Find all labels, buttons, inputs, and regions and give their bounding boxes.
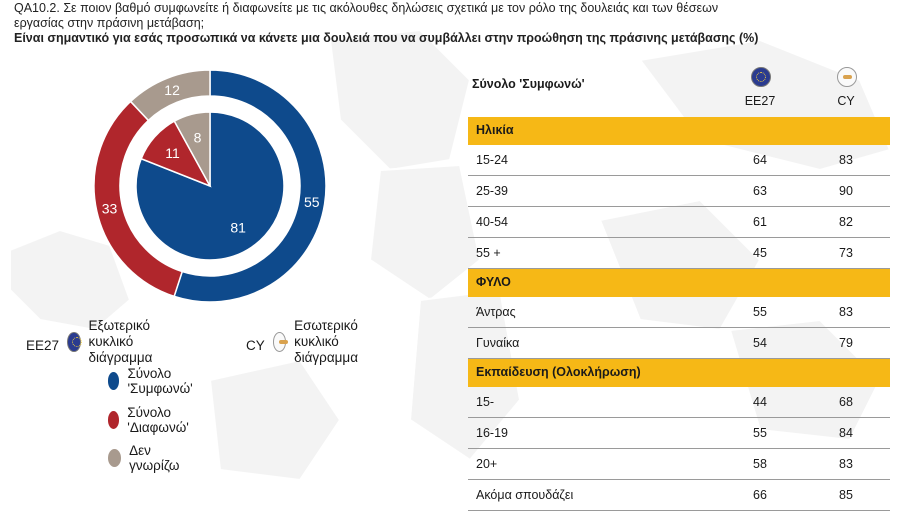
table-section-header: Ηλικία — [468, 117, 890, 145]
outer-slice-dk — [129, 69, 211, 122]
section-label: Ηλικία — [476, 123, 514, 137]
value-cy: 85 — [839, 488, 853, 502]
legend-outer: EE27 Εξωτερικό κυκλικό διάγραμμα — [26, 318, 159, 366]
table-row: 40-54 61 82 — [468, 207, 890, 238]
table-row: 15- 44 68 — [468, 387, 890, 418]
outer-slice-agree — [173, 69, 327, 303]
value-ee27: 44 — [753, 395, 767, 409]
inner-label-dk: 8 — [194, 130, 202, 146]
table-title: Σύνολο 'Συμφωνώ' — [472, 77, 585, 91]
background-map — [9, 28, 892, 482]
value-ee27: 55 — [753, 426, 767, 440]
value-cy: 79 — [839, 336, 853, 350]
question-text: QA10.2. Σε ποιον βαθμό συμφωνείτε ή διαφ… — [14, 1, 774, 46]
legend-outer-label-1: Εξωτερικό κυκλικό — [88, 318, 151, 349]
row-label: 15-24 — [476, 153, 508, 167]
row-label: Γυναίκα — [476, 336, 520, 350]
eu-flag-icon — [751, 67, 771, 87]
outer-label-agree: 55 — [304, 194, 320, 210]
table-section-header: ΦΥΛΟ — [468, 269, 890, 297]
row-label: 15- — [476, 395, 495, 409]
question-subtitle: Είναι σημαντικό για εσάς προσωπικά να κά… — [14, 31, 759, 45]
value-cy: 73 — [839, 246, 853, 260]
cyprus-flag-icon — [272, 332, 289, 352]
row-label: 40-54 — [476, 215, 508, 229]
legend-inner: CY Εσωτερικό κυκλικό διάγραμμα — [246, 318, 365, 366]
table-section-header: Εκπαίδευση (Ολοκλήρωση) — [468, 359, 890, 387]
table-row: 25-39 63 90 — [468, 176, 890, 207]
table-row: Ακόμα σπουδάζει 66 85 — [468, 480, 890, 511]
question-line-2: εργασίας στην πράσινη μετάβαση; — [14, 16, 205, 30]
value-cy: 83 — [839, 305, 853, 319]
table-row: 15-24 64 83 — [468, 145, 890, 176]
outer-label-dk: 12 — [164, 82, 180, 98]
legend-agree-label: Σύνολο 'Συμφωνώ' — [127, 366, 193, 396]
table-row: Άντρας 55 83 — [468, 297, 890, 328]
value-cy: 83 — [839, 153, 853, 167]
table-row: 55 + 45 73 — [468, 238, 890, 269]
row-label: 16-19 — [476, 426, 508, 440]
value-cy: 68 — [839, 395, 853, 409]
value-ee27: 64 — [753, 153, 767, 167]
row-label: 55 + — [476, 246, 501, 260]
value-ee27: 55 — [753, 305, 767, 319]
inner-label-agree: 81 — [230, 219, 246, 235]
table-row: 16-19 55 84 — [468, 418, 890, 449]
value-ee27: 45 — [753, 246, 767, 260]
table-row: 20+ 58 83 — [468, 449, 890, 480]
legend-outer-label-2: διάγραμμα — [88, 350, 153, 365]
legend-disagree: Σύνολο 'Διαφωνώ' — [108, 405, 196, 435]
legend-inner-label-1: Εσωτερικό κυκλικό — [294, 318, 358, 349]
inner-label-disagree: 11 — [165, 145, 180, 161]
value-cy: 82 — [839, 215, 853, 229]
row-label: Άντρας — [476, 305, 516, 319]
inner-slice-dk — [173, 111, 211, 187]
value-ee27: 54 — [753, 336, 767, 350]
row-label: Ακόμα σπουδάζει — [476, 488, 574, 502]
value-cy: 83 — [839, 457, 853, 471]
value-cy: 90 — [839, 184, 853, 198]
column-header-cy: CY — [837, 94, 855, 108]
row-label: 20+ — [476, 457, 498, 471]
outer-label-disagree: 33 — [102, 200, 118, 216]
column-header-ee27: EE27 — [744, 94, 776, 108]
legend-dk-label: Δεν γνωρίζω — [129, 443, 180, 473]
legend-inner-code: CY — [246, 337, 265, 353]
legend-agree: Σύνολο 'Συμφωνώ' — [108, 366, 199, 396]
value-ee27: 58 — [753, 457, 767, 471]
eu-flag-icon — [67, 332, 82, 352]
dk-swatch — [108, 449, 122, 467]
legend-disagree-label: Σύνολο 'Διαφωνώ' — [127, 405, 189, 435]
table-row: Γυναίκα 54 79 — [468, 328, 890, 359]
value-ee27: 61 — [753, 215, 767, 229]
legend-inner-label-2: διάγραμμα — [294, 350, 358, 365]
section-label: ΦΥΛΟ — [476, 275, 511, 289]
nested-donut-chart: 55 33 12 81 11 8 — [93, 69, 327, 303]
row-label: 25-39 — [476, 184, 508, 198]
legend-dk: Δεν γνωρίζω — [108, 443, 184, 473]
inner-slice-agree — [135, 111, 285, 261]
section-label: Εκπαίδευση (Ολοκλήρωση) — [476, 365, 641, 379]
value-ee27: 66 — [753, 488, 767, 502]
disagree-swatch — [108, 411, 120, 429]
question-line-1: QA10.2. Σε ποιον βαθμό συμφωνείτε ή διαφ… — [14, 1, 719, 15]
value-ee27: 63 — [753, 184, 767, 198]
value-cy: 84 — [839, 426, 853, 440]
agree-swatch — [108, 372, 120, 390]
cyprus-flag-icon — [837, 67, 857, 87]
legend-outer-code: EE27 — [26, 337, 60, 353]
